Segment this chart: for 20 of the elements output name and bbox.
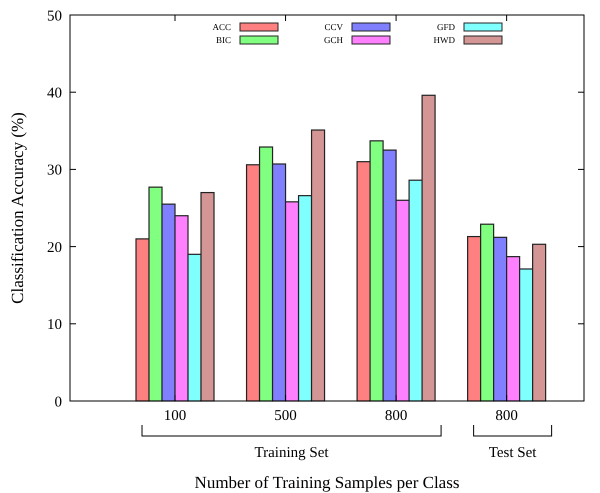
legend-label: HWD <box>434 35 456 46</box>
x-axis-title: Number of Training Samples per Class <box>194 473 460 492</box>
y-tick-label: 10 <box>47 317 62 334</box>
y-tick-label: 40 <box>47 85 62 102</box>
y-tick-label: 20 <box>47 240 62 256</box>
x-tick-label: 500 <box>274 408 297 424</box>
legend-label: GFD <box>436 22 456 32</box>
legend-label: ACC <box>212 22 231 32</box>
x-tick-label: 800 <box>495 408 518 424</box>
text: Training Set <box>254 445 330 461</box>
x-tick-label: 800 <box>384 408 408 424</box>
y-tick-label: 0 <box>54 394 62 410</box>
legend-label: BIC <box>216 35 231 46</box>
x-tick-label: 100 <box>164 408 186 424</box>
y-tick-label: 30 <box>47 162 62 179</box>
legend-label: GCH <box>324 35 344 46</box>
y-axis-title: Classification Accuracy (%) <box>8 112 27 304</box>
text: Test Set <box>488 445 538 461</box>
y-tick-label: 50 <box>47 8 62 24</box>
legend-label: CCV <box>324 22 344 32</box>
